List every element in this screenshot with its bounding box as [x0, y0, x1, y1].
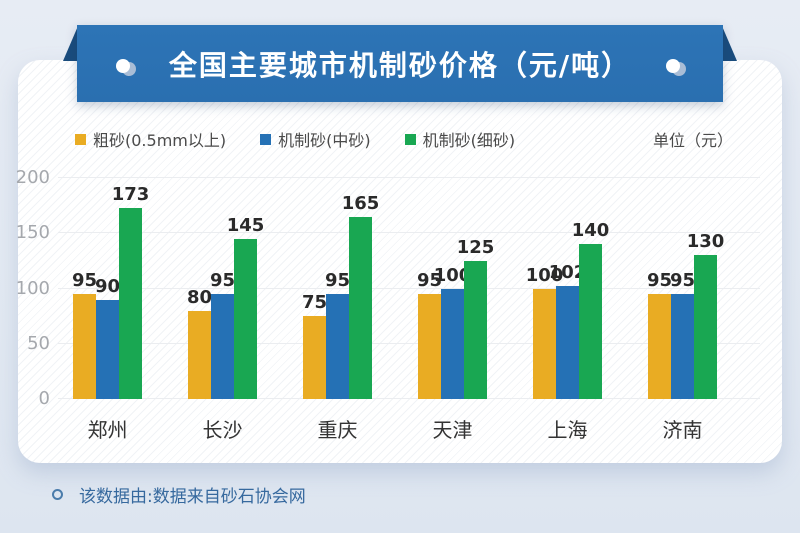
bar-value-label: 173 [111, 183, 150, 205]
bar-rect [303, 316, 326, 399]
bar-粗砂(0.5mm以上): 95 [71, 178, 98, 399]
y-tick-label: 100 [15, 277, 50, 299]
bar-机制砂(细砂): 140 [572, 178, 609, 399]
bar-机制砂(中砂): 95 [209, 178, 236, 399]
legend-swatch-icon [260, 133, 272, 145]
x-axis-label-上海: 上海 [547, 418, 588, 442]
bar-机制砂(细砂): 125 [457, 178, 494, 399]
bar-rect [211, 294, 234, 399]
gridline-0 [58, 398, 760, 399]
bar-粗砂(0.5mm以上): 100 [526, 178, 563, 399]
x-axis-label-郑州: 郑州 [87, 418, 128, 442]
x-axis-label-长沙: 长沙 [202, 418, 243, 442]
bar-rect [648, 294, 671, 399]
bar-value-label: 165 [341, 192, 380, 214]
bar-value-label: 95 [646, 270, 673, 292]
bar-粗砂(0.5mm以上): 95 [646, 178, 673, 399]
bar-group-济南: 95 95 130 济南 [646, 178, 724, 442]
bar-group-天津: 95 100 125 天津 [416, 178, 494, 442]
bar-rect [326, 294, 349, 399]
legend-item-1: 机制砂(中砂) [260, 127, 371, 151]
y-tick-label: 0 [38, 388, 50, 409]
footer-text: 该数据由:数据来自砂石协会网 [79, 487, 306, 507]
bar-rect [464, 260, 487, 399]
bar-groups: 95 90 173 郑州 80 95 145 长沙 75 95 165 重庆 95 100 125 天津 100… [50, 178, 740, 442]
ribbon-fold-right-icon [722, 26, 737, 61]
bar-机制砂(中砂): 95 [324, 178, 351, 399]
unit-label: 单位（元） [652, 131, 733, 150]
bar-rect [671, 294, 694, 399]
bar-rect [349, 216, 372, 399]
bar-rect [234, 238, 257, 399]
bar-rect [533, 288, 556, 399]
gridline-150 [58, 232, 760, 234]
bar-value-label: 130 [686, 231, 725, 253]
legend-item-label: 粗砂(0.5mm以上) [93, 131, 227, 150]
bar-group-上海: 100 102 140 上海 [526, 178, 610, 442]
x-axis-label-济南: 济南 [662, 418, 703, 442]
legend-swatch-icon [404, 133, 416, 145]
bar-机制砂(中砂): 102 [549, 178, 586, 399]
gridline-200 [58, 177, 760, 178]
bar-value-label: 95 [416, 270, 443, 292]
legend-item-label: 机制砂(中砂) [278, 131, 371, 150]
bar-value-label: 95 [209, 270, 236, 292]
bar-value-label: 100 [525, 264, 564, 286]
bar-机制砂(细砂): 173 [112, 178, 149, 399]
y-tick-label: 50 [27, 332, 50, 354]
legend-item-2: 机制砂(细砂) [404, 127, 516, 151]
bar-value-label: 125 [456, 236, 495, 258]
decor-dot-left-icon [116, 59, 130, 73]
x-axis-label-天津: 天津 [432, 418, 473, 442]
bar-value-label: 75 [301, 292, 328, 314]
chart-card [18, 60, 782, 463]
ribbon-fold-left-icon [63, 26, 78, 61]
bullet-circle-icon [52, 489, 63, 500]
legend-swatch-icon [75, 133, 86, 145]
gridline-50 [58, 342, 760, 344]
legend-item-0: 粗砂(0.5mm以上) [75, 127, 226, 151]
bar-rect [556, 286, 579, 399]
bar-rect [579, 244, 602, 399]
bar-机制砂(细砂): 145 [227, 178, 264, 399]
bar-value-label: 100 [433, 264, 472, 286]
bar-rect [694, 255, 717, 399]
bar-value-label: 145 [226, 214, 265, 236]
bar-value-label: 95 [71, 270, 98, 292]
y-tick-label: 150 [15, 222, 50, 244]
bar-粗砂(0.5mm以上): 80 [186, 178, 213, 399]
bar-机制砂(中砂): 100 [434, 178, 471, 399]
bar-value-label: 80 [186, 286, 213, 308]
bar-机制砂(细砂): 130 [687, 178, 724, 399]
bar-机制砂(中砂): 95 [669, 178, 696, 399]
x-axis-label-重庆: 重庆 [317, 418, 358, 442]
decor-dot-right-icon [666, 59, 680, 73]
bar-粗砂(0.5mm以上): 75 [301, 178, 328, 399]
bar-机制砂(中砂): 90 [94, 178, 121, 399]
bar-rect [96, 299, 119, 399]
plot-area: 0 50 100 150 200 95 90 173 郑州 80 95 145 长沙 75 95 165 重庆… [16, 169, 760, 442]
legend: 粗砂(0.5mm以上) 机制砂(中砂) 机制砂(细砂) [75, 127, 515, 151]
bar-value-label: 102 [548, 262, 587, 284]
bar-机制砂(细砂): 165 [342, 178, 379, 399]
bar-rect [73, 294, 96, 399]
bar-rect [188, 310, 211, 399]
bar-rect [441, 288, 464, 399]
gridline-100 [58, 287, 760, 289]
page-title: 全国主要城市机制砂价格（元/吨） [168, 48, 632, 82]
bar-group-重庆: 75 95 165 重庆 [301, 178, 379, 442]
bar-rect [119, 207, 142, 399]
bar-value-label: 140 [571, 220, 610, 242]
bar-value-label: 95 [669, 270, 696, 292]
legend-item-label: 机制砂(细砂) [422, 131, 516, 150]
title-banner: 全国主要城市机制砂价格（元/吨） [77, 25, 723, 102]
bar-value-label: 95 [324, 270, 351, 292]
bar-rect [418, 294, 441, 399]
bar-粗砂(0.5mm以上): 95 [416, 178, 443, 399]
y-tick-label: 200 [15, 167, 50, 188]
footer-note: 该数据由:数据来自砂石协会网 [52, 482, 306, 507]
bar-value-label: 90 [94, 275, 121, 297]
bar-group-长沙: 80 95 145 长沙 [186, 178, 264, 442]
bar-group-郑州: 95 90 173 郑州 [71, 178, 149, 442]
